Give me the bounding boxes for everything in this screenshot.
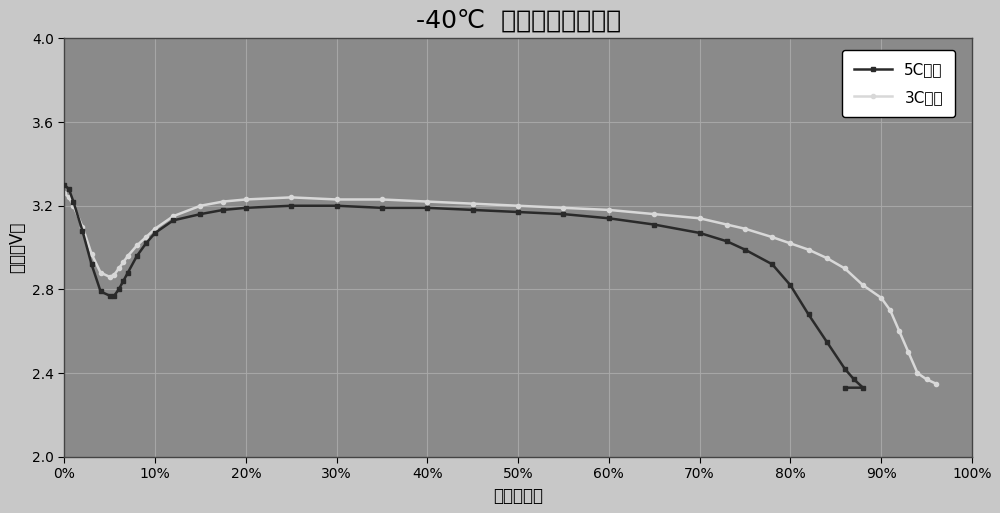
5C放电: [721, 238, 733, 244]
3C放电: [117, 259, 129, 265]
3C放电: [721, 222, 733, 228]
3C放电: [86, 251, 98, 257]
3C放电: [739, 226, 751, 232]
3C放电: [113, 265, 125, 271]
3C放电: [76, 224, 88, 230]
3C放电: [648, 211, 660, 217]
5C放电: [848, 376, 860, 382]
3C放电: [902, 349, 914, 355]
3C放电: [603, 207, 615, 213]
3C放电: [285, 194, 297, 201]
3C放电: [131, 243, 143, 249]
3C放电: [58, 190, 70, 196]
3C放电: [784, 240, 796, 246]
5C放电: [108, 292, 120, 299]
5C放电: [63, 186, 75, 192]
Legend: 5C放电, 3C放电: 5C放电, 3C放电: [842, 50, 955, 117]
3C放电: [921, 376, 933, 382]
3C放电: [217, 199, 229, 205]
5C放电: [104, 292, 116, 299]
Line: 3C放电: 3C放电: [62, 191, 938, 386]
5C放电: [512, 209, 524, 215]
5C放电: [167, 218, 179, 224]
5C放电: [194, 211, 206, 217]
3C放电: [875, 294, 887, 301]
3C放电: [694, 215, 706, 222]
5C放电: [603, 215, 615, 222]
5C放电: [839, 366, 851, 372]
5C放电: [694, 230, 706, 236]
5C放电: [557, 211, 569, 217]
5C放电: [857, 385, 869, 391]
5C放电: [648, 222, 660, 228]
5C放电: [739, 247, 751, 253]
3C放电: [839, 265, 851, 271]
3C放电: [766, 234, 778, 240]
3C放电: [376, 196, 388, 203]
3C放电: [194, 203, 206, 209]
5C放电: [821, 339, 833, 345]
3C放电: [803, 247, 815, 253]
Y-axis label: 电压（V）: 电压（V）: [8, 222, 26, 273]
5C放电: [117, 278, 129, 284]
3C放电: [63, 194, 75, 201]
X-axis label: 容量百分比: 容量百分比: [493, 487, 543, 505]
5C放电: [331, 203, 343, 209]
3C放电: [893, 328, 905, 334]
5C放电: [803, 311, 815, 318]
5C放电: [86, 261, 98, 267]
Title: -40℃  不同倍率放电曲线: -40℃ 不同倍率放电曲线: [416, 8, 621, 32]
3C放电: [884, 307, 896, 313]
5C放电: [149, 230, 161, 236]
5C放电: [122, 270, 134, 276]
5C放电: [376, 205, 388, 211]
3C放电: [149, 226, 161, 232]
3C放电: [67, 203, 79, 209]
5C放电: [467, 207, 479, 213]
3C放电: [167, 213, 179, 219]
5C放电: [784, 282, 796, 288]
5C放电: [421, 205, 433, 211]
5C放电: [113, 286, 125, 292]
3C放电: [857, 282, 869, 288]
3C放电: [467, 201, 479, 207]
5C放电: [140, 240, 152, 246]
5C放电: [839, 385, 851, 391]
3C放电: [240, 196, 252, 203]
5C放电: [58, 182, 70, 188]
3C放电: [122, 253, 134, 259]
5C放电: [217, 207, 229, 213]
5C放电: [95, 288, 107, 294]
5C放电: [285, 203, 297, 209]
3C放电: [821, 255, 833, 261]
3C放电: [331, 196, 343, 203]
5C放电: [240, 205, 252, 211]
5C放电: [67, 199, 79, 205]
3C放电: [512, 203, 524, 209]
3C放电: [557, 205, 569, 211]
3C放电: [911, 370, 923, 376]
3C放电: [108, 272, 120, 278]
3C放电: [104, 274, 116, 280]
3C放电: [421, 199, 433, 205]
5C放电: [76, 228, 88, 234]
5C放电: [131, 253, 143, 259]
5C放电: [766, 261, 778, 267]
3C放电: [95, 270, 107, 276]
3C放电: [930, 381, 942, 387]
3C放电: [140, 234, 152, 240]
Line: 5C放电: 5C放电: [62, 183, 865, 390]
